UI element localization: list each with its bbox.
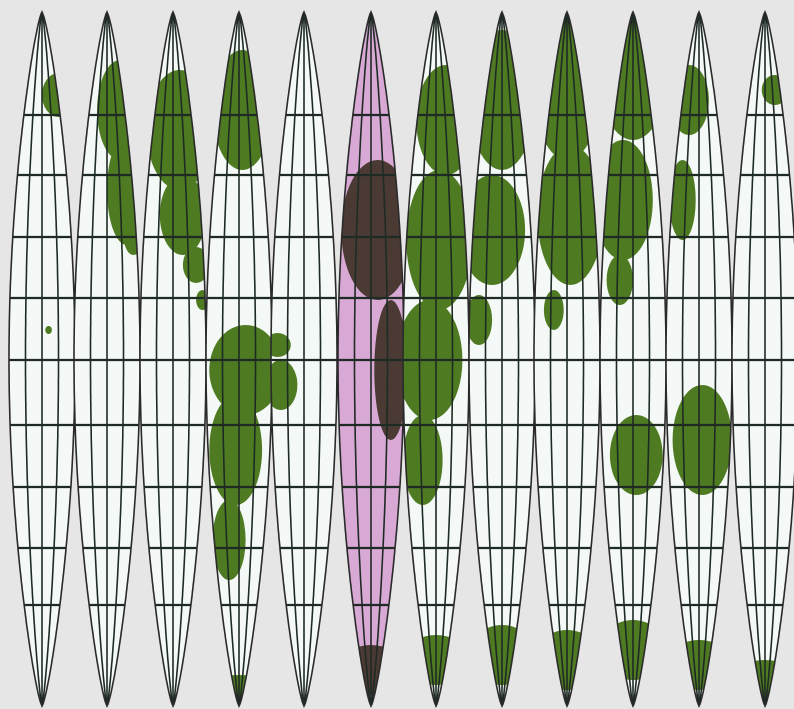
gore-outline [205,10,273,708]
gore [140,12,206,706]
land [271,333,291,357]
land [209,325,272,415]
gore-outline [270,10,338,708]
gore [338,12,404,706]
meridian [418,12,437,705]
gore [271,12,337,706]
meridian [632,12,651,705]
land [543,290,564,330]
meridian [484,12,503,705]
gore [206,12,272,706]
land [672,385,732,495]
meridian [238,12,257,705]
gore-outline [337,10,405,708]
gore-outline [468,10,536,708]
meridian [89,12,108,705]
meridian [155,12,174,705]
meridian [435,12,454,705]
land [606,255,633,305]
gore-outline [533,10,601,708]
gore-outline [402,10,470,708]
gore-outline [599,10,667,708]
gore-outline [139,10,207,708]
meridian [221,12,240,705]
meridian [370,12,389,705]
land [669,160,696,240]
meridian [681,12,700,705]
meridian [566,12,585,705]
land [45,326,52,334]
meridian [41,12,60,705]
meridian [106,12,125,705]
meridian [172,12,191,705]
meridian [353,12,372,705]
meridian [747,12,766,705]
land-highlight [341,160,404,300]
gore-outline [73,10,141,708]
meridian [501,12,520,705]
gore-outline [731,10,794,708]
land [271,360,298,410]
meridian [24,12,43,705]
gore-outline [8,10,76,708]
gore [9,12,75,706]
gore-outline [665,10,733,708]
meridian [698,12,717,705]
land-highlight [374,300,404,440]
meridian [615,12,634,705]
meridian [286,12,305,705]
meridian [549,12,568,705]
meridian [303,12,322,705]
meridian [764,12,783,705]
gore [74,12,140,706]
land [403,415,443,505]
land [159,175,206,255]
land [212,500,246,580]
